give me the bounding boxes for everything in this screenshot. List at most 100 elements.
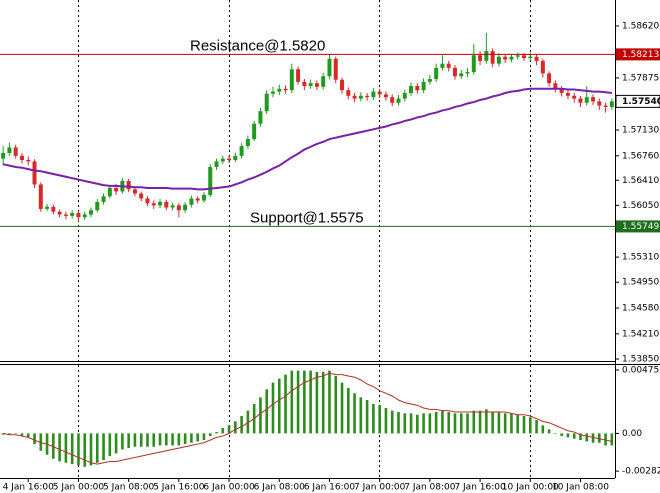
candle-body — [82, 214, 87, 218]
candle-body — [239, 146, 244, 156]
macd-bar — [177, 433, 181, 446]
candle-body — [484, 51, 489, 61]
macd-bar — [58, 433, 61, 462]
level-annotation: Resistance@1.5820 — [190, 37, 325, 54]
candle-body — [95, 201, 100, 211]
macd-bar — [397, 412, 400, 434]
macd-bar — [303, 370, 306, 434]
candle-body — [13, 147, 18, 156]
macd-bar — [20, 433, 24, 437]
candle-body — [597, 101, 602, 106]
candle-body — [427, 79, 432, 82]
candle-body — [314, 83, 319, 87]
macd-bar — [510, 413, 513, 434]
y-tick-label: 1.56760 — [622, 151, 659, 161]
macd-bar — [277, 378, 281, 434]
candle-body — [201, 194, 206, 201]
candle-body — [440, 63, 445, 68]
macd-bar — [108, 433, 112, 457]
candle-body — [88, 210, 93, 215]
macd-bar — [459, 413, 463, 434]
candle-body — [396, 98, 401, 103]
candle-body — [139, 193, 144, 199]
macd-bar — [365, 399, 369, 434]
macd-bar — [152, 433, 156, 447]
price-level-tag — [616, 48, 660, 61]
candle-body — [277, 88, 282, 92]
x-tick-label: 10 Jan 08:00 — [552, 483, 609, 493]
candle-body — [145, 198, 150, 204]
macd-bar — [528, 417, 532, 434]
x-tick-label: 5 Jan 00:00 — [53, 483, 105, 493]
candle-body — [70, 213, 75, 216]
macd-bar — [139, 433, 143, 447]
candle-body — [559, 88, 564, 93]
macd-bar — [535, 420, 538, 434]
y-tick-label: 1.54950 — [622, 278, 659, 288]
macd-bar — [491, 412, 494, 434]
macd-bar — [453, 413, 457, 434]
candle-body — [151, 203, 156, 206]
current-price-tag — [615, 94, 660, 108]
macd-bar — [146, 433, 149, 447]
candle-body — [421, 81, 426, 91]
macd-bar — [485, 409, 488, 434]
candle-body — [51, 206, 56, 212]
candle-body — [32, 161, 37, 185]
x-tick-label: 7 Jan 16:00 — [454, 483, 506, 493]
candle-body — [465, 72, 470, 74]
candle-body — [478, 55, 483, 61]
candle-body — [547, 73, 552, 84]
candle-body — [327, 58, 332, 77]
candle-body — [340, 79, 345, 91]
candle-body — [233, 155, 238, 161]
candle-body — [132, 189, 137, 194]
macd-bar — [95, 433, 99, 463]
candle-body — [540, 60, 545, 74]
candle-body — [63, 214, 68, 216]
price-level-tag — [616, 220, 660, 233]
macd-bar — [403, 413, 407, 434]
macd-bar — [33, 433, 36, 445]
candle-body — [584, 97, 589, 103]
macd-bar — [221, 428, 225, 434]
macd-bar — [497, 412, 501, 434]
y-tick-label: 1.58620 — [622, 21, 659, 31]
macd-bar — [353, 393, 356, 434]
y-tick-label: 1.57130 — [622, 125, 659, 135]
x-tick-label: 6 Jan 00:00 — [203, 483, 255, 493]
macd-bar — [478, 410, 482, 434]
macd-bar — [441, 410, 444, 434]
candle-body — [333, 58, 338, 80]
candle-body — [572, 95, 577, 99]
macd-bar — [434, 412, 438, 434]
macd-bar — [158, 433, 162, 446]
candle-body — [383, 94, 388, 98]
macd-bar — [208, 433, 212, 437]
candle-body — [434, 67, 439, 80]
candle-body — [57, 211, 62, 215]
y-tick-label: 1.57875 — [622, 73, 659, 83]
price-level-label: 1.58213 — [622, 50, 659, 60]
current-price-label: 1.57540 — [622, 97, 660, 107]
candle-body — [609, 101, 614, 107]
macd-bar — [77, 433, 80, 466]
candle-body — [252, 123, 257, 140]
candle-body — [446, 63, 451, 68]
macd-bar — [610, 433, 614, 446]
macd-bar — [190, 433, 193, 443]
macd-bar — [246, 410, 250, 434]
candle-body — [101, 196, 106, 202]
y-tick-label: 1.56410 — [622, 176, 659, 186]
macd-bar — [271, 382, 275, 434]
candle-body — [189, 198, 194, 205]
macd-bar — [547, 429, 551, 434]
macd-bar — [202, 433, 206, 441]
candle-body — [522, 55, 527, 59]
x-tick-label: 10 Jan 00:00 — [502, 483, 559, 493]
level-annotation: Support@1.5575 — [250, 209, 364, 226]
candle-body — [578, 98, 583, 103]
x-tick-label: 7 Jan 00:00 — [354, 483, 406, 493]
candle-body — [264, 93, 269, 112]
